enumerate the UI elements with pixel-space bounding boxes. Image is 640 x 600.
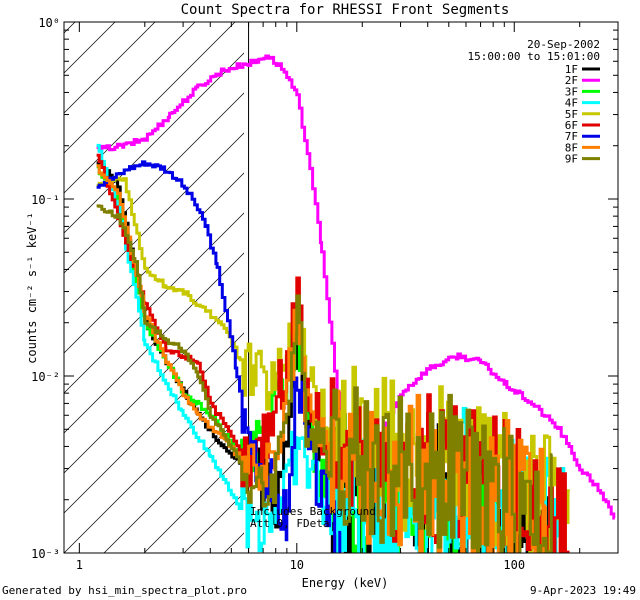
hatch-line xyxy=(64,332,244,514)
hatch-line xyxy=(64,22,116,74)
annotation-background: Includes Background xyxy=(250,505,376,518)
legend-label-7F: 7F xyxy=(565,130,578,143)
series-line-7F xyxy=(96,160,342,553)
y-tick-label: 10⁰ xyxy=(38,16,60,30)
hatch-line xyxy=(0,0,104,553)
x-axis-label: Energy (keV) xyxy=(302,576,389,590)
x-tick-label: 10 xyxy=(290,558,304,572)
hatch-line xyxy=(64,212,244,394)
legend-label-3F: 3F xyxy=(565,85,578,98)
hatch-line xyxy=(103,412,244,553)
legend-label-4F: 4F xyxy=(565,97,578,110)
y-tick-label: 10⁻² xyxy=(31,370,60,384)
annotation-attenuator: Att 0, FDeta xyxy=(250,517,329,530)
plot-frame xyxy=(63,21,619,554)
hatch-line xyxy=(64,22,236,194)
legend-label-1F: 1F xyxy=(565,63,578,76)
hatch-line xyxy=(64,172,244,354)
hatch-line xyxy=(64,132,244,314)
hatch-line xyxy=(64,22,196,154)
chart-title: Count Spectra for RHESSI Front Segments xyxy=(181,2,510,18)
y-tick-label: 10⁻³ xyxy=(31,547,60,561)
hatch-line xyxy=(64,372,244,553)
legend-label-8F: 8F xyxy=(565,141,578,154)
hatch-line xyxy=(64,292,244,474)
hatch-line xyxy=(64,92,244,274)
attenuator-hatch-region xyxy=(0,0,640,553)
footer-generated-by: Generated by hsi_min_spectra_plot.pro xyxy=(2,584,248,597)
hatch-line xyxy=(64,22,156,114)
legend-label-5F: 5F xyxy=(565,108,578,121)
x-tick-label: 100 xyxy=(503,558,525,572)
hatch-line xyxy=(64,22,76,34)
hatch-line xyxy=(584,0,640,553)
y-axis-label: counts cm⁻² s⁻¹ keV⁻¹ xyxy=(25,212,39,364)
hatch-line xyxy=(624,0,640,553)
date-label: 20-Sep-2002 xyxy=(527,38,600,51)
time-range-label: 15:00:00 to 15:01:00 xyxy=(468,50,600,63)
y-tick-label: 10⁻¹ xyxy=(31,193,60,207)
series-line-9F xyxy=(96,204,553,553)
x-tick-label: 1 xyxy=(76,558,83,572)
legend-label-6F: 6F xyxy=(565,119,578,132)
footer-timestamp: 9-Apr-2023 19:49 xyxy=(530,584,636,597)
legend-label-2F: 2F xyxy=(565,74,578,87)
legend-label-9F: 9F xyxy=(565,153,578,166)
